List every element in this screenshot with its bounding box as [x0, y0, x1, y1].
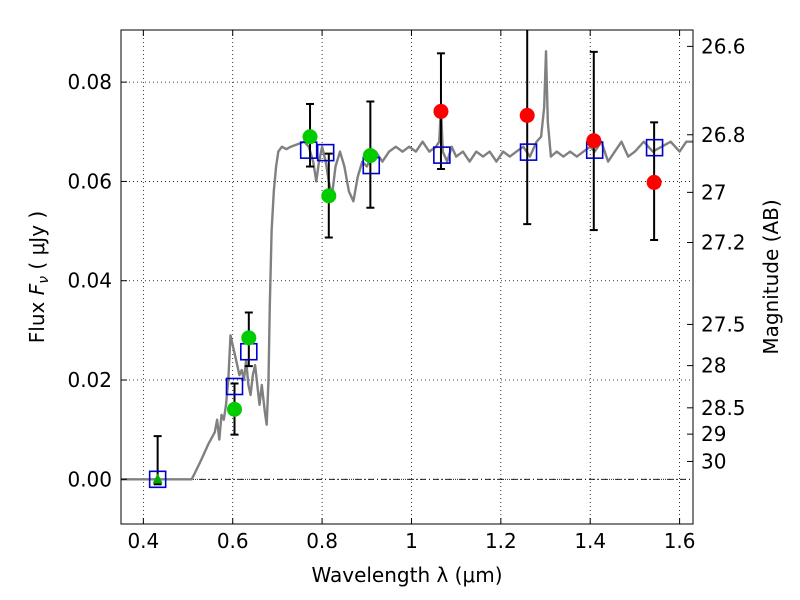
y-axis-label-prefix: Flux — [25, 295, 49, 343]
x-axis-ticks: 0.4 0.6 0.8 1 1.2 1.4 1.6 — [127, 30, 696, 553]
photometry-markers — [148, 103, 664, 489]
magnitude-tick-label: 28.5 — [701, 396, 746, 420]
magnitude-tick-label: 28 — [701, 354, 726, 378]
green-photometry-point — [227, 401, 243, 417]
y-tick-label: 0.00 — [67, 467, 112, 491]
plot-background — [121, 30, 693, 524]
plot-frame — [120, 29, 694, 525]
y-axis-label-symbol: F — [25, 283, 49, 295]
y-tick-label: 0.02 — [67, 368, 112, 392]
magnitude-tick-label: 26.6 — [701, 34, 746, 58]
model-band-square — [316, 143, 335, 162]
magnitude-tick-label: 26.8 — [701, 123, 746, 147]
model-spectrum — [121, 50, 693, 481]
x-tick-label: 1.4 — [574, 529, 606, 553]
x-tick-label: 1 — [405, 529, 418, 553]
x-tick-label: 1.6 — [664, 529, 696, 553]
model-spectrum-line — [121, 50, 693, 481]
green-photometry-point — [362, 148, 378, 164]
red-photometry-point — [519, 107, 535, 123]
model-band-square — [519, 143, 538, 161]
green-photometry-point — [321, 188, 337, 204]
x-tick-label: 0.4 — [127, 529, 159, 553]
x-tick-label: 0.6 — [217, 529, 249, 553]
y-axis-label: Flux Fν ( μJy ) — [25, 211, 52, 343]
y-tick-label: 0.06 — [67, 169, 112, 193]
model-band-square — [225, 377, 244, 396]
magnitude-axis-label: Magnitude (AB) — [759, 199, 783, 354]
red-photometry-point — [646, 174, 662, 190]
y-axis-label-suffix: ( μJy ) — [25, 211, 49, 276]
x-tick-label: 0.8 — [306, 529, 338, 553]
x-tick-label: 1.2 — [485, 529, 517, 553]
upper-limit-triangle — [152, 473, 163, 484]
model-band-square — [433, 146, 451, 164]
green-photometry-point — [241, 330, 257, 346]
model-band-square — [645, 138, 664, 157]
red-photometry-point — [433, 103, 449, 119]
green-photometry-point — [302, 129, 318, 145]
magnitude-tick-label: 27.5 — [701, 312, 746, 336]
magnitude-tick-label: 29 — [701, 422, 726, 446]
magnitude-axis-ticks: 26.6 26.8 27 27.2 27.5 28 28.529 30 — [687, 34, 746, 473]
y-axis-ticks: 0.00 0.02 0.04 0.06 0.08 — [67, 70, 127, 491]
y-tick-label: 0.08 — [67, 70, 112, 94]
x-axis-label: Wavelength λ (μm) — [311, 563, 502, 587]
magnitude-tick-label: 30 — [701, 449, 726, 473]
magnitude-tick-label: 27.2 — [701, 230, 746, 254]
model-band-square — [148, 470, 167, 489]
magnitude-tick-label: 27 — [701, 180, 726, 204]
red-photometry-point — [586, 133, 602, 149]
y-tick-label: 0.04 — [67, 269, 112, 293]
y-axis-label-subscript: ν — [36, 276, 52, 284]
grid — [121, 30, 693, 524]
